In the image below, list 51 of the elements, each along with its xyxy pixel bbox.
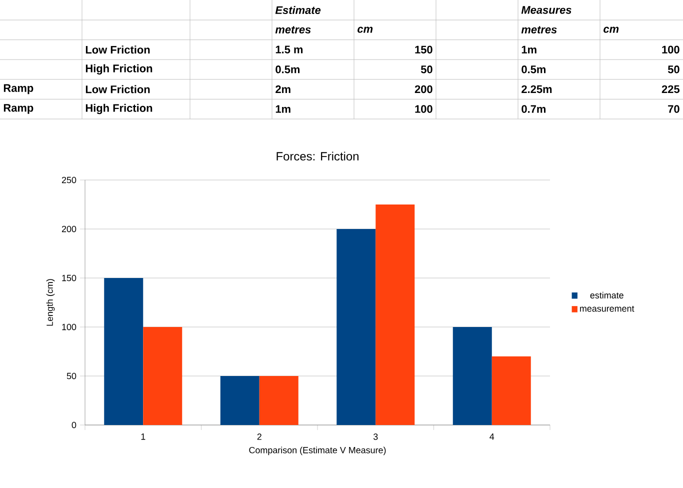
text: 225 (662, 85, 680, 94)
text: 50 (668, 66, 680, 74)
text: Ramp (4, 104, 34, 114)
bar (492, 356, 531, 425)
text: 200 (414, 85, 432, 94)
bar (259, 376, 298, 425)
bar (336, 228, 376, 425)
x-axis-title: Comparison (Estimate V Measure) (249, 446, 386, 456)
text: cm (604, 26, 619, 33)
legend-label: estimate (590, 292, 624, 298)
text: 70 (668, 105, 680, 113)
y-axis-title: Length (cm) (46, 279, 55, 326)
y-tick-label: 150 (62, 274, 76, 282)
x-tick-label: 4 (490, 434, 494, 440)
text: 1m (276, 105, 290, 113)
text: Ramp (4, 84, 34, 94)
text: 1.5 m (276, 46, 303, 54)
text: 100 (662, 46, 680, 54)
x-tick-label: 2 (257, 434, 262, 440)
text: Low Friction (86, 46, 150, 54)
bar (104, 278, 144, 425)
bar (143, 326, 182, 425)
y-tick-label: 100 (62, 324, 76, 330)
text: 2m (276, 85, 290, 94)
text: 0.5m (522, 66, 546, 74)
y-tick-label: 0 (72, 422, 76, 428)
text: Low Friction (86, 85, 150, 94)
bar (376, 204, 415, 425)
text: metres (275, 26, 311, 34)
text: 2.25m (522, 85, 552, 94)
text: 1m (522, 46, 536, 54)
y-tick-label: 250 (62, 176, 76, 184)
text: 50 (420, 66, 432, 74)
legend-label: measurement (580, 306, 634, 312)
bar (452, 326, 492, 425)
text: metres (521, 26, 557, 34)
x-tick-label: 3 (373, 434, 378, 440)
text: High Friction (86, 104, 152, 114)
bar (220, 376, 260, 425)
text: 0.5m (276, 66, 300, 74)
text: cm (358, 26, 373, 33)
y-tick-label: 50 (66, 372, 76, 380)
x-tick-label: 1 (141, 434, 146, 440)
y-tick-label: 200 (62, 226, 76, 232)
text: 100 (415, 105, 432, 113)
text: Measures (521, 6, 572, 14)
chart-title: Forces: Friction (276, 152, 358, 160)
text: 0.7m (522, 105, 546, 113)
text: Estimate (275, 6, 321, 14)
text: 150 (415, 46, 432, 54)
text: High Friction (86, 64, 152, 75)
